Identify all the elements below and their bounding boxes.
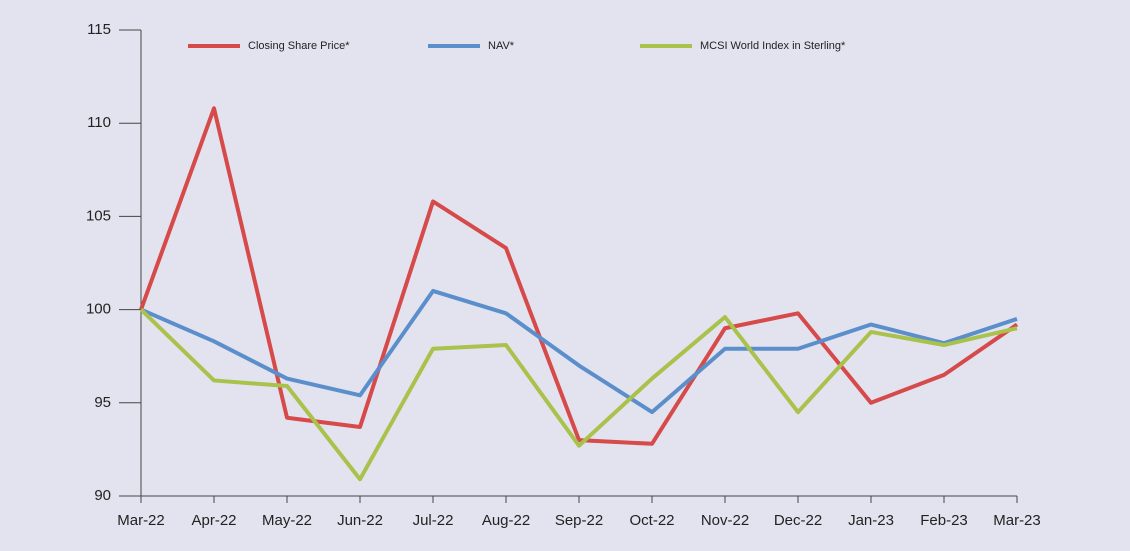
x-tick-label: Feb-23 <box>920 512 968 529</box>
y-tick-label: 90 <box>94 487 111 504</box>
x-tick-label: Apr-22 <box>191 512 236 529</box>
legend-text: Closing Share Price* <box>248 40 350 52</box>
y-tick-label: 105 <box>86 207 111 224</box>
y-tick-label: 110 <box>87 114 111 131</box>
x-tick-label: May-22 <box>262 512 312 529</box>
x-tick-label: Jun-22 <box>337 512 383 529</box>
x-tick-label: Sep-22 <box>555 512 603 529</box>
legend-text: NAV* <box>488 40 515 52</box>
x-tick-label: Jan-23 <box>848 512 894 529</box>
line-series <box>140 288 1018 415</box>
y-tick-label: 115 <box>87 21 111 38</box>
line-series <box>139 106 1019 446</box>
x-tick-label: Dec-22 <box>774 512 822 529</box>
line-series <box>139 308 1018 482</box>
x-tick-label: Aug-22 <box>482 512 530 529</box>
legend-text: MCSI World Index in Sterling* <box>700 40 846 52</box>
x-tick-label: Jul-22 <box>413 512 454 529</box>
y-tick-label: 95 <box>94 394 111 411</box>
x-tick-label: Mar-22 <box>117 512 165 529</box>
x-tick-label: Mar-23 <box>993 512 1041 529</box>
x-tick-label: Nov-22 <box>701 512 749 529</box>
x-tick-label: Oct-22 <box>629 512 674 529</box>
y-tick-label: 100 <box>86 301 111 318</box>
